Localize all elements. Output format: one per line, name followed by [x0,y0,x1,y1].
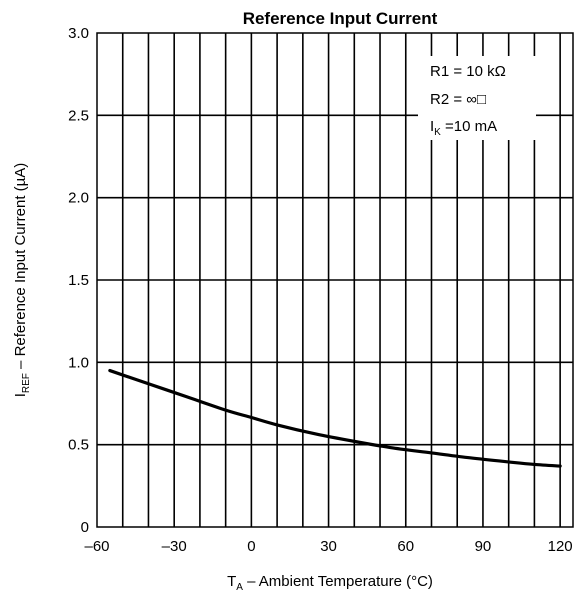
plot-frame [96,32,574,528]
x-tick-label: –30 [162,538,187,555]
annotation-ik-symbol: I [430,118,434,135]
x-axis-label: TA – Ambient Temperature (°C) [227,573,433,593]
annotation-line-r1: R1 = 10 kΩ [430,63,506,80]
y-tick-label: 2.0 [68,190,89,207]
x-axis-ticks: –60 –30 0 30 60 90 120 [84,538,572,555]
annotation-ik-value: =10 mA [441,118,497,135]
y-tick-label: 3.0 [68,25,89,42]
x-tick-label: 60 [397,538,414,555]
y-axis-label-symbol: I [12,393,29,397]
annotation-box: R1 = 10 kΩ R2 = ∞□ IK =10 mA [418,56,536,140]
annotation-line-ik: IK =10 mA [430,118,497,138]
x-tick-label: 0 [247,538,255,555]
annotation-background [418,56,536,140]
series-line-iref [108,368,562,468]
x-tick-label: 120 [548,538,573,555]
x-tick-label: 30 [320,538,337,555]
x-axis-label-subscript: A [236,582,243,593]
y-tick-label: 2.5 [68,107,89,124]
x-tick-label: –60 [84,538,109,555]
y-tick-label: 1.5 [68,272,89,289]
y-axis-label: IREF – Reference Input Current (µA) [12,163,32,398]
y-axis-label-subscript: REF [21,373,32,393]
annotation-line-r2: R2 = ∞□ [430,91,486,108]
annotation-ik-subscript: K [434,127,441,138]
x-tick-label: 90 [475,538,492,555]
y-axis-ticks: 0 0.5 1.0 1.5 2.0 2.5 3.0 [68,25,89,536]
x-axis-label-symbol: T [227,573,236,590]
chart-title: Reference Input Current [243,9,438,28]
y-tick-label: 1.0 [68,354,89,371]
y-tick-label: 0 [81,519,89,536]
x-axis-label-text: – Ambient Temperature (°C) [243,573,433,590]
y-axis-label-text: – Reference Input Current (µA) [12,163,29,373]
y-tick-label: 0.5 [68,437,89,454]
